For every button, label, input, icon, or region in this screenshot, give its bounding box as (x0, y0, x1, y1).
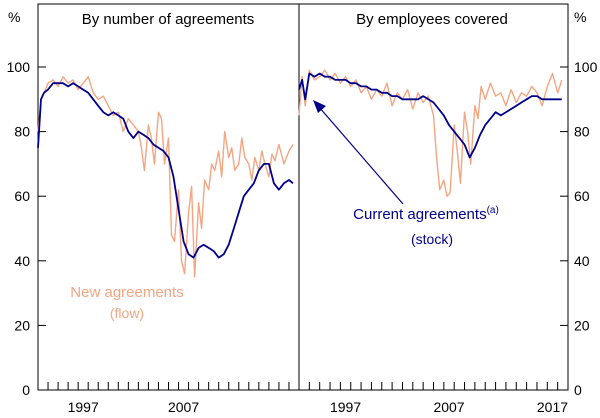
right-current-agreements-sublabel: (stock) (411, 231, 453, 247)
left-new-agreements-label: New agreements (70, 284, 183, 301)
right-new-agreements-line (298, 69, 563, 197)
x-tick-label: 2017 (537, 399, 568, 415)
right-y-tick-label: 80 (574, 124, 590, 140)
left-panel-title: By number of agreements (82, 11, 255, 28)
current-agreements-name: Current agreements (353, 206, 486, 223)
left-y-tick-label: 100 (7, 59, 31, 75)
x-tick-label: 1997 (330, 399, 361, 415)
right-y-tick-label: 60 (574, 188, 590, 204)
x-tick-label: 2007 (433, 399, 464, 415)
annotation-arrow-line (318, 106, 404, 205)
right-current-agreements-label: Current agreements(a) (353, 205, 499, 223)
right-panel-title: By employees covered (356, 11, 508, 28)
right-y-tick-label: 20 (574, 317, 590, 333)
x-tick-label: 1997 (68, 399, 99, 415)
series-lines (37, 69, 563, 278)
right-y-tick-label: 100 (574, 59, 598, 75)
left-y-tick-label: 80 (14, 124, 30, 140)
right-current-agreements-line (298, 72, 562, 159)
left-y-axis: 0 20 40 60 80 100 (7, 59, 46, 398)
left-axis-unit: % (8, 9, 20, 25)
right-y-axis: 0 20 40 60 80 100 (560, 59, 598, 398)
x-axis-minor-ticks (47, 382, 559, 390)
left-y-tick-label: 20 (14, 317, 30, 333)
x-axis-labels: 1997 2007 1997 2007 2017 (68, 399, 569, 415)
x-tick-label: 2007 (168, 399, 199, 415)
right-y-tick-label: 0 (574, 382, 582, 398)
right-axis-unit: % (574, 9, 586, 25)
annotation-arrow-head (313, 100, 326, 113)
right-y-tick-label: 40 (574, 253, 590, 269)
current-agreements-superscript: (a) (487, 205, 499, 216)
left-new-agreements-line (37, 75, 294, 278)
left-new-agreements-sublabel: (flow) (110, 305, 144, 321)
left-current-agreements-line (37, 82, 294, 259)
left-y-tick-label: 0 (22, 382, 30, 398)
plot-frame (37, 3, 569, 391)
left-y-tick-label: 60 (14, 188, 30, 204)
left-y-tick-label: 40 (14, 253, 30, 269)
